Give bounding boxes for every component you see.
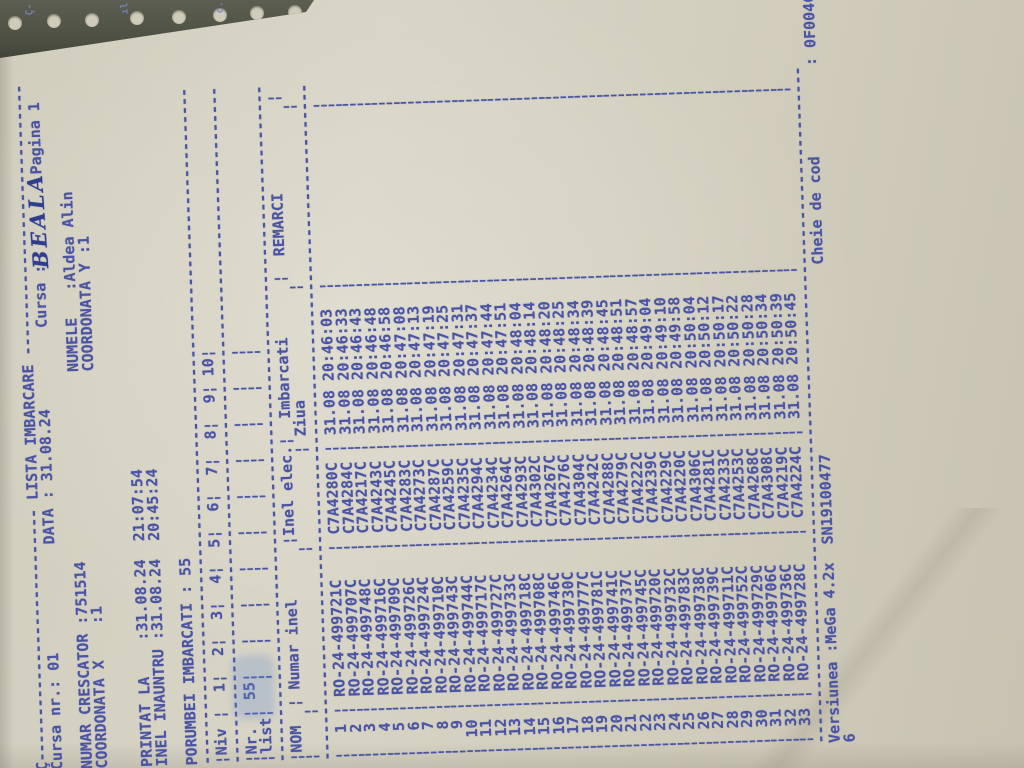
document-lines: Ç---------------------------- LISTA IMBA… bbox=[9, 0, 858, 768]
feed-hole bbox=[8, 16, 22, 30]
feed-hole bbox=[47, 14, 61, 29]
print-fragment: c. bbox=[214, 1, 226, 14]
print-fragment: ıl bbox=[119, 2, 131, 15]
feed-hole bbox=[172, 9, 186, 24]
paper-shadow-left bbox=[0, 0, 14, 768]
feed-hole bbox=[85, 12, 99, 27]
feed-hole bbox=[213, 8, 227, 22]
feed-hole bbox=[250, 6, 264, 21]
highlight-smudge bbox=[231, 654, 276, 720]
feed-hole bbox=[130, 11, 144, 26]
paper-crease bbox=[644, 508, 1024, 768]
paper-shadow-bottom bbox=[0, 742, 1024, 768]
print-fragment: Ç- bbox=[24, 3, 36, 16]
